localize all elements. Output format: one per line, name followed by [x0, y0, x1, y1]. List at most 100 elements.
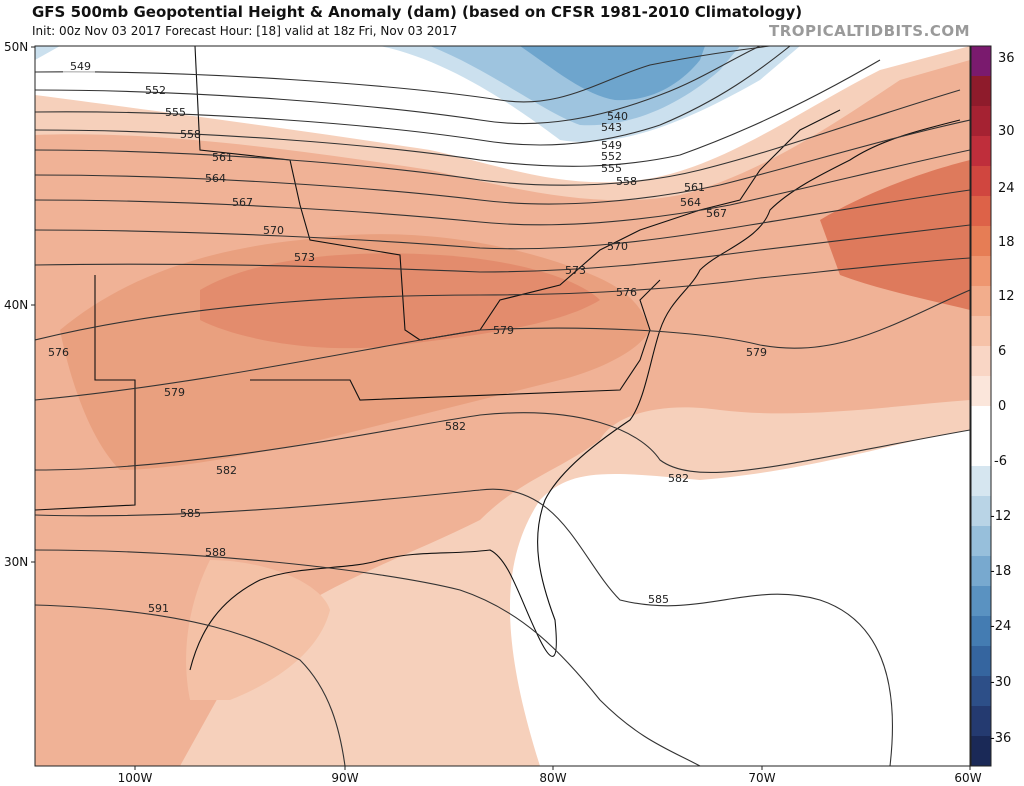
contour-line: [35, 224, 970, 273]
contour-line: [35, 149, 970, 226]
contour-label: 573: [294, 251, 315, 264]
contour-line: [35, 46, 791, 146]
colorbar-swatch: [971, 196, 991, 227]
map-frame: [34, 45, 971, 767]
contour-label: 567: [232, 196, 253, 209]
colorbar-label: -30: [990, 675, 1011, 690]
longitude-axis: 100W 90W 80W 70W 60W: [118, 766, 982, 785]
colorbar-label: 6: [998, 344, 1006, 359]
colorbar-swatch: [971, 346, 991, 377]
contour-label: 552: [145, 84, 166, 97]
anomaly-colorbar: [970, 45, 992, 767]
contour-label: 564: [680, 196, 701, 209]
contour-line: [35, 257, 970, 341]
contour-label-bg: [63, 59, 95, 73]
contour-label: 579: [493, 324, 514, 337]
contour-label: 570: [263, 224, 284, 237]
colorbar-swatch: [971, 286, 991, 317]
negative-anomaly-inner: [520, 46, 705, 101]
contour-label: 549: [70, 60, 91, 73]
contour-label: 552: [601, 150, 622, 163]
map-subtitle: Init: 00z Nov 03 2017 Forecast Hour: [18…: [32, 24, 458, 38]
colorbar-swatch: [971, 76, 991, 107]
contour-label: 585: [180, 507, 201, 520]
contour-label: 555: [601, 162, 622, 175]
border-line-central: [250, 279, 661, 401]
lat-label: 40N: [4, 298, 28, 312]
contour-label: 588: [205, 546, 226, 559]
contour-label: 591: [148, 602, 169, 615]
colorbar-swatch: [971, 496, 991, 527]
anomaly-fill-max: [200, 253, 600, 349]
colorbar-swatch: [971, 406, 991, 437]
colorbar-swatch: [971, 46, 991, 77]
negative-anomaly-corner: [35, 46, 60, 60]
colorbar-swatch: [971, 316, 991, 347]
colorbar-label: -18: [990, 564, 1011, 579]
colorbar-label: -12: [990, 509, 1011, 524]
colorbar-swatch: [971, 736, 991, 767]
lat-label: 50N: [4, 40, 28, 54]
colorbar-swatch: [971, 376, 991, 407]
lon-label: 80W: [539, 771, 566, 785]
colorbar-label: -6: [994, 454, 1007, 469]
contour-label: 549: [601, 139, 622, 152]
contour-label: 570: [607, 240, 628, 253]
contour-line: [35, 119, 970, 205]
lon-label: 60W: [954, 771, 981, 785]
coastline: [189, 119, 961, 671]
contour-line: [35, 89, 961, 186]
contour-label: 582: [445, 420, 466, 433]
contour-line: [35, 289, 970, 401]
colorbar-swatch: [971, 556, 991, 587]
contour-line: [35, 549, 701, 766]
colorbar-swatch: [971, 436, 991, 467]
colorbar-swatch: [971, 616, 991, 647]
colorbar-label: 30: [998, 124, 1015, 139]
contour-label: 543: [601, 121, 622, 134]
contour-label: 567: [706, 207, 727, 220]
contour-label: 582: [216, 464, 237, 477]
latitude-axis: 50N 40N 30N: [4, 40, 35, 569]
colorbar-swatch: [971, 526, 991, 557]
contour-label: 585: [648, 593, 669, 606]
contour-label: 555: [165, 106, 186, 119]
lon-label: 90W: [331, 771, 358, 785]
anomaly-fill-atlantic: [820, 160, 970, 310]
lon-label: 70W: [748, 771, 775, 785]
contour-line: [35, 59, 881, 167]
map-title: GFS 500mb Geopotential Height & Anomaly …: [32, 3, 803, 21]
contour-label: 561: [212, 151, 233, 164]
colorbar-swatch: [971, 136, 991, 167]
colorbar-label: 0: [998, 399, 1006, 414]
colorbar-label: 36: [998, 51, 1015, 66]
site-credit[interactable]: TROPICALTIDBITS.COM: [769, 22, 970, 40]
contour-label: 576: [616, 286, 637, 299]
contour-line: [35, 488, 893, 766]
colorbar-swatch: [971, 646, 991, 677]
contour-label: 564: [205, 172, 226, 185]
colorbar-label: 12: [998, 289, 1015, 304]
colorbar-outline: [970, 45, 992, 767]
geographic-boundaries: [35, 46, 961, 671]
border-line-north: [194, 46, 841, 341]
colorbar-swatch: [971, 166, 991, 197]
contour-label: 540: [607, 110, 628, 123]
colorbar-swatch: [971, 226, 991, 257]
anomaly-shading: [35, 46, 970, 766]
colorbar-swatch: [971, 706, 991, 737]
contour-label: 576: [48, 346, 69, 359]
contour-line: [35, 412, 970, 473]
contour-label: 561: [684, 181, 705, 194]
colorbar-label: 24: [998, 181, 1015, 196]
border-line-west: [35, 275, 136, 511]
lat-label: 30N: [4, 555, 28, 569]
lon-label: 100W: [118, 771, 153, 785]
contour-label: 558: [616, 175, 637, 188]
contour-line: [35, 604, 346, 766]
contour-line: [35, 46, 771, 103]
contour-label-group: 549 552 555 558 561 564 567 570 573 576 …: [48, 59, 767, 615]
contour-label: 558: [180, 128, 201, 141]
colorbar-swatch: [971, 256, 991, 287]
